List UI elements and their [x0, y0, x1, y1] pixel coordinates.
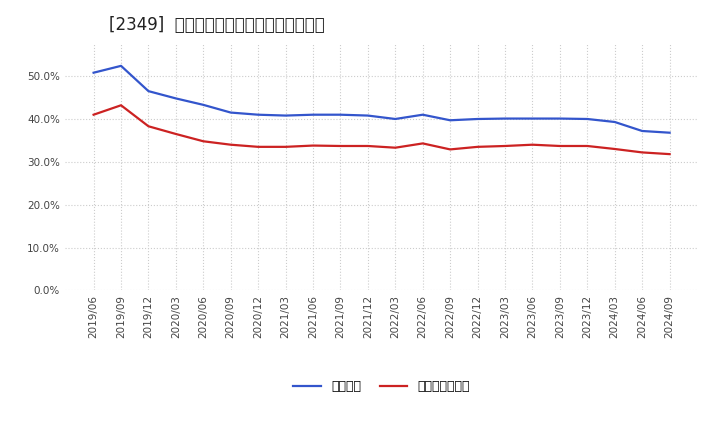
Line: 固定長期適合率: 固定長期適合率 [94, 105, 670, 154]
固定長期適合率 [638, 150, 647, 155]
固定長期適合率 [528, 142, 537, 147]
Line: 固定比率: 固定比率 [94, 66, 670, 133]
固定比率 [556, 116, 564, 121]
固定比率 [611, 119, 619, 125]
固定比率 [418, 112, 427, 117]
Text: [2349]  固定比率、固定長期適合率の推移: [2349] 固定比率、固定長期適合率の推移 [109, 16, 325, 34]
固定長期適合率 [226, 142, 235, 147]
固定長期適合率 [583, 143, 592, 149]
固定長期適合率 [364, 143, 372, 149]
固定比率 [254, 112, 263, 117]
固定長期適合率 [309, 143, 318, 148]
固定長期適合率 [336, 143, 345, 149]
固定長期適合率 [446, 147, 454, 152]
固定比率 [500, 116, 509, 121]
固定長期適合率 [117, 103, 125, 108]
固定長期適合率 [171, 132, 180, 137]
固定長期適合率 [199, 139, 207, 144]
固定比率 [89, 70, 98, 75]
固定比率 [282, 113, 290, 118]
固定比率 [171, 96, 180, 101]
固定長期適合率 [556, 143, 564, 149]
固定比率 [528, 116, 537, 121]
固定比率 [309, 112, 318, 117]
固定比率 [199, 102, 207, 107]
固定長期適合率 [665, 151, 674, 157]
固定比率 [364, 113, 372, 118]
固定長期適合率 [282, 144, 290, 150]
固定比率 [336, 112, 345, 117]
固定長期適合率 [391, 145, 400, 150]
固定長期適合率 [89, 112, 98, 117]
固定長期適合率 [144, 124, 153, 129]
固定比率 [446, 117, 454, 123]
固定比率 [226, 110, 235, 115]
固定比率 [144, 88, 153, 94]
固定長期適合率 [418, 141, 427, 146]
固定比率 [117, 63, 125, 69]
固定比率 [583, 116, 592, 121]
固定長期適合率 [611, 147, 619, 152]
固定比率 [638, 128, 647, 134]
固定長期適合率 [254, 144, 263, 150]
固定比率 [665, 130, 674, 136]
固定比率 [391, 116, 400, 121]
固定長期適合率 [473, 144, 482, 150]
Legend: 固定比率, 固定長期適合率: 固定比率, 固定長期適合率 [289, 375, 474, 399]
固定比率 [473, 116, 482, 121]
固定長期適合率 [500, 143, 509, 149]
